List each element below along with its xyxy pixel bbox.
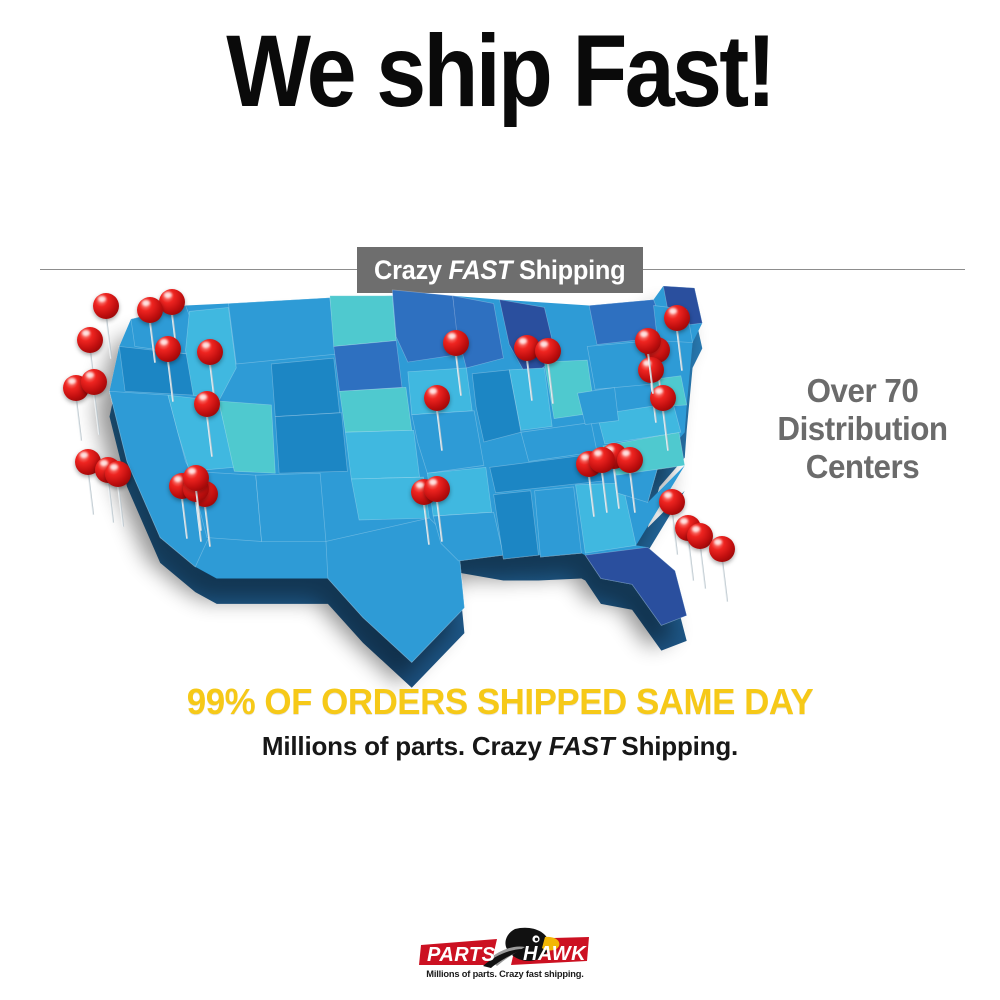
map-state-louisiana — [432, 511, 504, 562]
subtitle-post: Shipping. — [614, 731, 739, 761]
map-pin-head — [709, 536, 735, 562]
subtitle-pre: Millions of parts. Crazy — [261, 731, 549, 761]
callout-line-1: Over 70 — [806, 372, 919, 409]
hawk-head — [505, 927, 550, 961]
map-pin-needle — [547, 361, 555, 404]
map-pin-head — [535, 338, 561, 364]
map-pin-head — [424, 385, 450, 411]
map-pin-head — [159, 289, 185, 315]
map-state-virginia — [596, 402, 682, 445]
banner-pre: Crazy — [374, 254, 449, 285]
map-pin-needle — [206, 414, 214, 457]
logo-tagline: Millions of parts. Crazy fast shipping. — [426, 969, 584, 980]
logo-banner-left — [419, 939, 497, 965]
map-pin-head — [137, 297, 163, 323]
map-pin-needle — [167, 359, 175, 402]
map-pin-needle — [699, 546, 707, 589]
map-pin-needle — [149, 320, 157, 363]
map-pin-head — [443, 330, 469, 356]
map-pin-needle — [436, 408, 444, 451]
map-pin-needle — [105, 316, 113, 359]
map-state-missouri — [411, 410, 485, 474]
distribution-centers-callout: Over 70 Distribution Centers — [765, 372, 960, 486]
map-pin-needle — [117, 484, 125, 527]
map-pin-head — [197, 339, 223, 365]
logo-word-left: PARTS — [427, 944, 496, 966]
page-title: We ship Fast! — [226, 14, 776, 128]
map-pin-needle — [676, 328, 684, 371]
map-state-colorado — [274, 412, 348, 474]
map-pin-head — [635, 328, 661, 354]
map-state-mississippi — [493, 490, 539, 560]
map-pin-head — [183, 465, 209, 491]
map-pin-head — [194, 391, 220, 417]
banner-post: Shipping — [512, 254, 626, 285]
same-day-shipping-headline: 99% OF ORDERS SHIPPED SAME DAY — [186, 681, 814, 722]
map-pin-head — [105, 461, 131, 487]
callout-line-3: Centers — [805, 448, 920, 485]
map-pin-head — [155, 336, 181, 362]
map-pin-head — [93, 293, 119, 319]
map-pin-head — [659, 489, 685, 515]
map-pin-needle — [93, 392, 101, 435]
hawk-swoosh-dark — [483, 949, 523, 968]
map-pin-head — [664, 305, 690, 331]
map-pin-needle — [204, 504, 212, 547]
map-state-west-virginia — [577, 387, 619, 425]
map-pin-needle — [613, 466, 621, 509]
map-pin-head — [617, 447, 643, 473]
map-state-utah — [218, 400, 276, 474]
map-pin-head — [650, 385, 676, 411]
crazy-fast-shipping-banner: Crazy FAST Shipping — [357, 247, 643, 293]
map-pin-head — [589, 447, 615, 473]
logo-mark: PARTS HAWK — [419, 927, 589, 968]
logo-word-right: HAWK — [523, 943, 587, 965]
hawk-beak — [542, 936, 560, 951]
subtitle-emphasis: FAST — [548, 731, 615, 761]
map-state-florida — [584, 546, 688, 626]
map-pin-needle — [436, 499, 444, 542]
tagline-subtitle: Millions of parts. Crazy FAST Shipping. — [0, 731, 1000, 762]
map-pin-needle — [455, 353, 463, 396]
map-pin-needle — [526, 358, 534, 401]
map-pin-needle — [662, 408, 670, 451]
map-pin-needle — [107, 480, 115, 523]
map-pin-needle — [75, 398, 83, 441]
map-state-alabama — [534, 486, 582, 558]
map-pin-needle — [721, 559, 729, 602]
map-pin-needle — [588, 474, 596, 517]
map-pin-head — [424, 476, 450, 502]
map-pin-head — [77, 327, 103, 353]
callout-line-2: Distribution — [777, 410, 948, 447]
map-pin-needle — [629, 470, 637, 513]
map-pin-needle — [181, 496, 189, 539]
map-pin-needle — [601, 470, 609, 513]
map-pin-needle — [423, 502, 431, 545]
banner-emphasis: FAST — [448, 254, 513, 285]
parts-hawk-logo[interactable]: PARTS HAWK Millions of parts. Crazy fast… — [419, 925, 591, 987]
map-state-illinois — [471, 369, 522, 443]
map-pin-head — [81, 369, 107, 395]
map-pin-needle — [87, 472, 95, 515]
hawk-pupil — [534, 937, 539, 941]
banner-label: Crazy FAST Shipping — [374, 254, 626, 286]
map-state-texas — [325, 517, 465, 663]
